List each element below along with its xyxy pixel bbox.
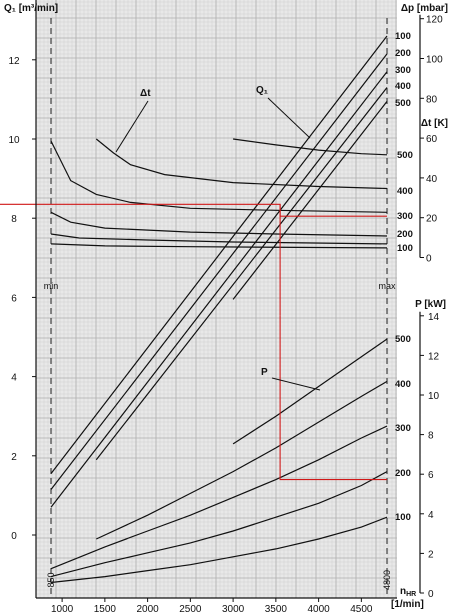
q1-curve-200 bbox=[50, 53, 388, 490]
dt-tick-label: 120 bbox=[426, 15, 443, 26]
p-curve-label-400: 400 bbox=[395, 379, 411, 390]
dt-curve-label-0: 500 bbox=[397, 150, 413, 161]
max-marker-label: max bbox=[378, 281, 396, 291]
dt-curve-3 bbox=[50, 211, 388, 237]
dt-curve-2 bbox=[50, 140, 388, 213]
q1-curve-300 bbox=[50, 71, 388, 508]
dt-tick-label: 80 bbox=[426, 94, 438, 105]
dt-tick-label: 20 bbox=[426, 214, 438, 225]
dt-leader bbox=[115, 100, 149, 153]
q1-tick-label: 2 bbox=[11, 452, 17, 463]
q1-leader bbox=[267, 97, 311, 139]
p-curve-400 bbox=[96, 380, 388, 540]
max-speed-label: 4800 bbox=[382, 570, 392, 590]
x-axis-title-sub: HR bbox=[406, 591, 416, 598]
q1-curve-500 bbox=[232, 101, 388, 300]
q1-curve-400 bbox=[95, 87, 388, 461]
p-curve-300 bbox=[50, 425, 388, 570]
q1-curve-label-100: 100 bbox=[395, 31, 411, 42]
dt-curve-0 bbox=[233, 138, 388, 156]
q1-tick-label: 0 bbox=[11, 531, 17, 542]
dt-curve-label-4: 200 bbox=[397, 229, 413, 240]
min-speed-label: 850 bbox=[46, 572, 56, 587]
example-line-1 bbox=[279, 315, 387, 481]
dt-tick-label: 40 bbox=[426, 174, 438, 185]
dt-curve-5 bbox=[50, 243, 388, 249]
dt-axis-title: Δt [K] bbox=[421, 118, 448, 129]
dt-tick-label: 100 bbox=[426, 55, 443, 66]
dt-tick-label: 0 bbox=[426, 254, 432, 265]
p-group-label: P bbox=[261, 367, 268, 378]
p-curve-500 bbox=[232, 338, 388, 445]
q1-tick-label: 12 bbox=[8, 56, 20, 67]
p-curve-label-200: 200 bbox=[395, 468, 411, 479]
dt-curve-4 bbox=[50, 233, 388, 245]
q1-curve-label-300: 300 bbox=[395, 65, 411, 76]
p-curve-label-300: 300 bbox=[395, 423, 411, 434]
p-axis-title: P [kW] bbox=[415, 299, 446, 310]
curves bbox=[50, 35, 388, 584]
x-tick-label: 1500 bbox=[94, 604, 117, 615]
dt-curve-label-2: 400 bbox=[397, 186, 413, 197]
min-max-markers: min max 850 4800 bbox=[44, 18, 396, 598]
q1-tick-label: 6 bbox=[11, 293, 17, 304]
p-curve-100 bbox=[50, 516, 388, 584]
p-tick-label: 4 bbox=[428, 510, 434, 521]
p-tick-label: 6 bbox=[428, 470, 434, 481]
q1-curve-label-500: 500 bbox=[395, 98, 411, 109]
x-tick-label: 4000 bbox=[307, 604, 330, 615]
p-tick-label: 14 bbox=[428, 312, 440, 323]
example-line-2 bbox=[279, 204, 387, 217]
grid bbox=[35, 0, 397, 599]
q1-curve-label-400: 400 bbox=[395, 81, 411, 92]
x-tick-label: 3500 bbox=[265, 604, 288, 615]
x-tick-label: 2500 bbox=[179, 604, 202, 615]
example-lines bbox=[0, 203, 387, 481]
q1-curve-label-200: 200 bbox=[395, 48, 411, 59]
dt-curve-label-5: 100 bbox=[397, 243, 413, 254]
q1-tick-label: 8 bbox=[11, 214, 17, 225]
x-axis-unit: [1/min] bbox=[391, 599, 424, 610]
q1-axis-title: Q₁ [m³/min] bbox=[4, 3, 58, 14]
p-curve-200 bbox=[50, 471, 388, 578]
labels: 100 200 300 400 500 500 400 300 200 100 500 400 300 2… bbox=[115, 31, 413, 523]
p-leader bbox=[271, 377, 321, 391]
q1-curve-100 bbox=[50, 35, 388, 474]
min-marker-label: min bbox=[44, 281, 59, 291]
p-tick-label: 8 bbox=[428, 431, 434, 442]
p-tick-label: 10 bbox=[428, 391, 440, 402]
p-tick-label: 0 bbox=[428, 589, 434, 600]
dt-curve-label-3: 300 bbox=[397, 211, 413, 222]
dt-group-label: Δt bbox=[140, 88, 151, 99]
plot-background bbox=[36, 0, 397, 598]
q1-tick-label: 4 bbox=[11, 373, 17, 384]
dt-curve-1 bbox=[95, 138, 388, 190]
x-tick-label: 2000 bbox=[136, 604, 159, 615]
x-axis-title: nHR bbox=[400, 586, 416, 598]
q1-tick-label: 10 bbox=[8, 135, 20, 146]
p-tick-label: 2 bbox=[428, 549, 434, 560]
p-curve-label-100: 100 bbox=[395, 512, 411, 523]
x-tick-label: 3000 bbox=[222, 604, 245, 615]
x-tick-label: 1000 bbox=[51, 604, 74, 615]
p-curve-label-500: 500 bbox=[395, 334, 411, 345]
dp-axis-title: Δp [mbar] bbox=[401, 3, 448, 14]
q1-group-label: Q₁ bbox=[256, 85, 268, 96]
p-tick-label: 12 bbox=[428, 351, 440, 362]
x-tick-label: 4500 bbox=[350, 604, 373, 615]
dt-tick-label: 60 bbox=[426, 134, 438, 145]
